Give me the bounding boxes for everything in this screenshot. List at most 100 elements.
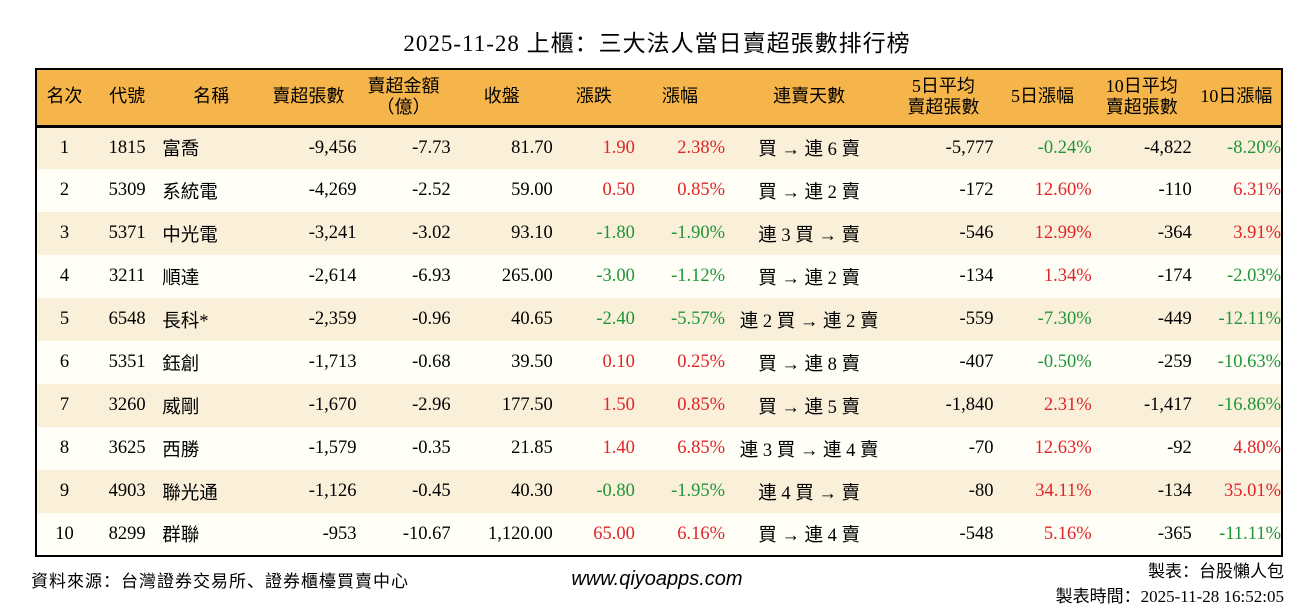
cell-code: 5309 [108, 180, 146, 200]
cell-name: 群聯 [162, 526, 200, 546]
cell-name: 聯光通 [162, 483, 218, 504]
cell-avg5: -407 [959, 352, 994, 372]
cell-change: -2.40 [596, 309, 635, 329]
cell-change_pct: 6.85% [677, 438, 726, 458]
cell-pct10: -11.11% [1219, 523, 1281, 544]
cell-close: 93.10 [511, 223, 553, 243]
cell-streak: 買 → 連 2 賣 [758, 182, 861, 203]
cell-name: 西勝 [162, 440, 200, 461]
cell-pct5: 34.11% [1035, 481, 1092, 501]
cell-pct5: -7.30% [1037, 309, 1092, 329]
cell-change_pct: 0.85% [677, 180, 726, 200]
cell-rank: 6 [59, 352, 70, 372]
cell-streak: 買 → 連 5 賣 [758, 397, 861, 418]
table-row: 9 4903 聯光通 -1,126 -0.45 40.30 -0.80 -1.95% 連 4 買… [36, 470, 1282, 513]
cell-avg5: -80 [968, 481, 994, 501]
table-row: 5 6548 長科* -2,359 -0.96 40.65 -2.40 -5.57% 連 2 買… [36, 298, 1282, 341]
cell-avg5: -548 [959, 523, 994, 544]
cell-change_pct: -5.57% [671, 309, 726, 329]
cell-net_sell: -1,670 [308, 395, 357, 415]
cell-close: 177.50 [501, 395, 553, 415]
cell-pct10: -8.20% [1227, 137, 1281, 158]
cell-close: 40.30 [511, 481, 553, 501]
cell-pct10: 35.01% [1223, 481, 1281, 501]
page-title: 2025-11-28 上櫃：三大法人當日賣超張數排行榜 [403, 31, 911, 56]
cell-net_sell: -3,241 [308, 223, 357, 243]
cell-avg5: -5,777 [945, 137, 994, 158]
cell-avg10: -449 [1157, 309, 1192, 329]
table-row: 2 5309 系統電 -4,269 -2.52 59.00 0.50 0.85% 買 → 連 2… [36, 169, 1282, 212]
cell-close: 40.65 [511, 309, 553, 329]
cell-change: -3.00 [596, 266, 635, 286]
ranking-table: 名次 代號 名稱 賣超張數 賣超金額 （億） 收盤 漲跌 漲幅 連賣天數 5日平均 賣超張數 5日漲幅 1… [35, 68, 1283, 557]
table-row: 6 5351 鈺創 -1,713 -0.68 39.50 0.10 0.25% 買 → 連 8 … [36, 341, 1282, 384]
table-row: 3 5371 中光電 -3,241 -3.02 93.10 -1.80 -1.90% 連 3 買… [36, 212, 1282, 255]
col-header-change: 漲跌 [552, 69, 635, 128]
cell-close: 59.00 [511, 180, 553, 200]
cell-rank: 4 [59, 266, 70, 286]
cell-avg5: -559 [959, 309, 994, 329]
cell-pct10: 6.31% [1233, 180, 1281, 200]
cell-amount: -2.96 [412, 395, 451, 415]
table-row: 1 1815 富喬 -9,456 -7.73 81.70 1.90 2.38% 買 → 連 6 … [36, 126, 1282, 169]
cell-rank: 2 [59, 180, 70, 200]
cell-close: 39.50 [511, 352, 553, 372]
cell-close: 265.00 [501, 266, 553, 286]
cell-pct5: 1.34% [1043, 266, 1092, 286]
cell-code: 5351 [108, 352, 146, 372]
cell-rank: 5 [59, 309, 70, 329]
cell-streak: 連 4 買 → 賣 [758, 483, 861, 504]
cell-net_sell: -1,713 [308, 352, 357, 372]
made-time-label: 製表時間：2025-11-28 16:52:05 [1055, 586, 1284, 606]
cell-amount: -0.45 [412, 481, 451, 501]
col-header-avg5: 5日平均 賣超張數 [893, 69, 994, 128]
cell-amount: -0.35 [412, 438, 451, 458]
cell-change: 0.10 [602, 352, 635, 372]
cell-change: -1.80 [596, 223, 635, 243]
maker-label: 製表：台股懶人包 [1148, 562, 1284, 581]
cell-code: 8299 [108, 523, 146, 544]
cell-name: 富喬 [162, 140, 200, 161]
cell-streak: 連 3 買 → 連 4 賣 [739, 440, 879, 461]
cell-code: 5371 [108, 223, 146, 243]
cell-avg10: -174 [1157, 266, 1192, 286]
cell-avg10: -92 [1167, 438, 1192, 458]
cell-amount: -10.67 [402, 523, 451, 544]
cell-pct10: -16.86% [1217, 395, 1281, 415]
cell-rank: 3 [59, 223, 70, 243]
data-source: 資料來源：台灣證券交易所、證券櫃檯買賣中心 [31, 572, 409, 591]
cell-change_pct: 6.16% [677, 523, 726, 544]
cell-rank: 9 [59, 481, 70, 501]
cell-pct10: 4.80% [1233, 438, 1281, 458]
website-url: www.qiyoapps.com [571, 568, 743, 590]
cell-change_pct: -1.95% [671, 481, 726, 501]
cell-pct10: -2.03% [1227, 266, 1281, 286]
cell-pct5: 2.31% [1043, 395, 1092, 415]
cell-close: 1,120.00 [488, 523, 553, 544]
credits: 製表：台股懶人包 製表時間：2025-11-28 16:52:05 [1056, 560, 1284, 609]
cell-change: -0.80 [596, 481, 635, 501]
cell-pct5: -0.50% [1037, 352, 1092, 372]
cell-pct5: 12.63% [1034, 438, 1092, 458]
cell-code: 3260 [108, 395, 146, 415]
cell-amount: -7.73 [412, 137, 451, 158]
cell-amount: -0.68 [412, 352, 451, 372]
cell-close: 81.70 [511, 137, 553, 158]
cell-change: 1.50 [602, 395, 635, 415]
cell-avg10: -365 [1157, 523, 1192, 544]
col-header-close: 收盤 [450, 69, 553, 128]
cell-net_sell: -1,126 [308, 481, 357, 501]
cell-avg5: -134 [959, 266, 994, 286]
cell-avg5: -70 [968, 438, 994, 458]
table-body: 1 1815 富喬 -9,456 -7.73 81.70 1.90 2.38% 買 → 連 6 … [36, 126, 1282, 556]
cell-streak: 買 → 連 4 賣 [758, 526, 861, 546]
col-header-amount: 賣超金額 （億） [356, 69, 451, 128]
cell-avg5: -1,840 [945, 395, 994, 415]
cell-streak: 連 3 買 → 賣 [758, 225, 861, 246]
cell-pct5: 12.99% [1034, 223, 1092, 243]
cell-rank: 8 [59, 438, 70, 458]
cell-name: 中光電 [162, 225, 218, 246]
cell-pct10: -10.63% [1217, 352, 1281, 372]
col-header-pct5: 5日漲幅 [993, 69, 1092, 128]
